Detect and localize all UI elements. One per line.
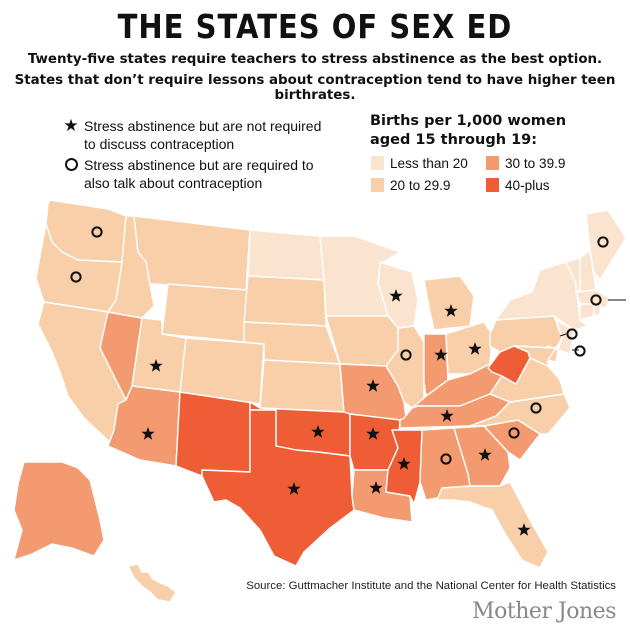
circle-marker-sc: [508, 427, 520, 439]
star-marker-ar: [366, 427, 380, 440]
state-il: [385, 325, 425, 409]
state-hi: [127, 563, 177, 603]
brand-logo: Mother Jones: [472, 599, 616, 624]
star-marker-fl: [517, 523, 531, 536]
state-tx: [201, 409, 355, 567]
state-wy: [161, 283, 249, 343]
state-nd: [247, 229, 325, 281]
state-co: [179, 337, 265, 405]
star-marker-mi: [444, 304, 458, 317]
star-marker-tx: [287, 482, 301, 495]
legend-swatch-2: [486, 156, 499, 170]
star-marker-ok: [311, 425, 325, 438]
legend-swatch-1: [371, 178, 384, 192]
subtitle-line-2: States that don’t require lessons about …: [14, 73, 616, 103]
star-marker-ut: [149, 359, 163, 372]
star-marker-wi: [389, 289, 403, 302]
star-key-label: Stress abstinence but are not required t…: [84, 118, 322, 152]
star-icon: ★: [63, 116, 79, 135]
circle-marker-wa: [91, 226, 103, 238]
star-marker-la: [369, 481, 383, 494]
page-title: THE STATES OF SEX ED: [117, 7, 513, 47]
legend-label-1: 20 to 29.9: [390, 178, 451, 193]
circle-marker-il: [400, 349, 412, 361]
state-sd: [243, 275, 327, 327]
star-marker-az: [141, 427, 155, 440]
state-vt: [565, 257, 581, 293]
circle-key-label: Stress abstinence but are required to al…: [84, 157, 314, 191]
state-nm: [175, 391, 251, 477]
state-ny: [495, 261, 589, 331]
star-marker-oh: [468, 342, 482, 355]
state-md: [513, 345, 557, 367]
state-mi: [423, 275, 475, 331]
legend-label-0: Less than 20: [390, 156, 468, 171]
circle-marker-al: [440, 453, 452, 465]
subtitle-line-1: Twenty-five states require teachers to s…: [27, 52, 603, 67]
state-ak: [13, 461, 105, 561]
state-mt: [133, 215, 251, 291]
legend-swatch-3: [486, 178, 499, 192]
state-ri: [593, 303, 601, 317]
circle-marker-nc: [530, 402, 542, 414]
circle-marker-ma: [590, 294, 602, 306]
star-marker-ms: [397, 457, 411, 470]
circle-marker-nj: [574, 345, 586, 357]
circle-marker-or: [70, 271, 82, 283]
legend-swatch-0: [371, 156, 384, 170]
star-marker-mo: [366, 379, 380, 392]
legend-title: Births per 1,000 women aged 15 through 1…: [370, 113, 567, 148]
legend-label-2: 30 to 39.9: [505, 156, 566, 171]
state-fl: [425, 481, 549, 569]
state-nj: [555, 319, 575, 355]
source-note: Source: Guttmacher Institute and the Nat…: [246, 580, 616, 592]
star-marker-ga: [478, 448, 492, 461]
circle-marker-de: [566, 328, 578, 340]
star-marker-in: [434, 348, 448, 361]
leader-line-de: [559, 333, 567, 337]
state-ct: [579, 303, 595, 321]
legend-label-3: 40-plus: [505, 178, 550, 193]
state-ks: [259, 359, 345, 413]
circle-marker-me: [597, 236, 609, 248]
circle-icon: [62, 156, 80, 175]
star-marker-tn: [440, 409, 454, 422]
